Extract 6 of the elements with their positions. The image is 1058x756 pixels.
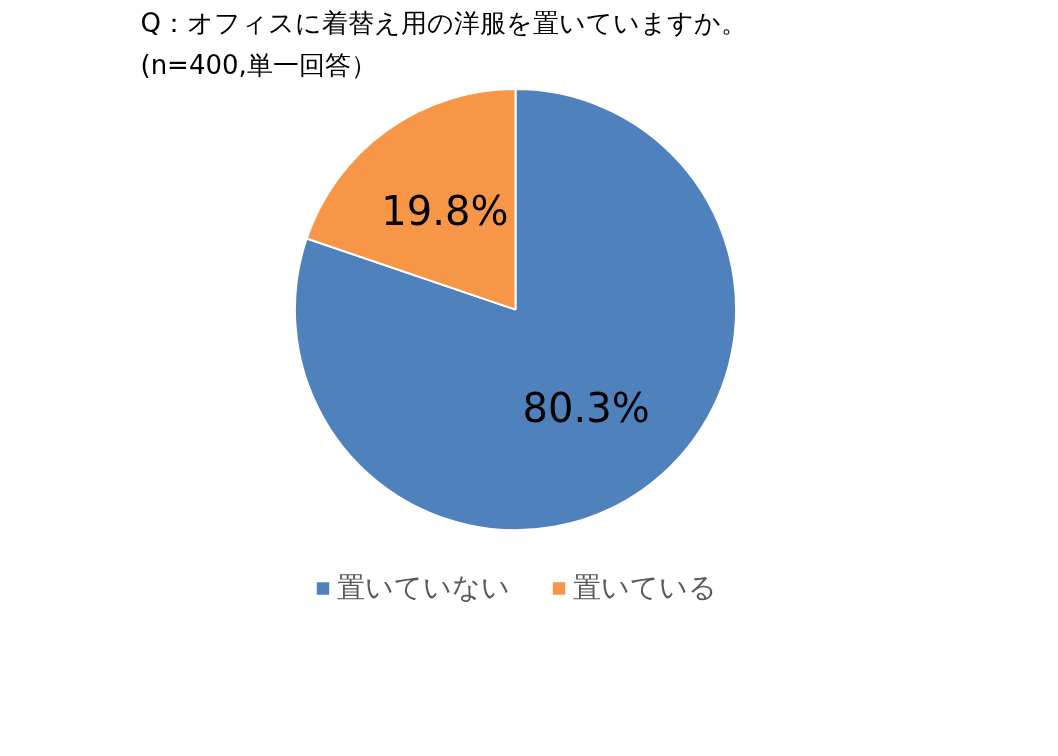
data-label: 80.3% <box>522 385 650 432</box>
chart-title: Q：オフィスに着替え用の洋服を置いていますか。 <box>140 7 747 38</box>
legend-label: 置いている <box>572 570 717 606</box>
legend-label: 置いていない <box>336 570 510 606</box>
chart-subtitle: (n=400,単一回答） <box>140 49 377 80</box>
data-label: 19.8% <box>381 187 509 234</box>
